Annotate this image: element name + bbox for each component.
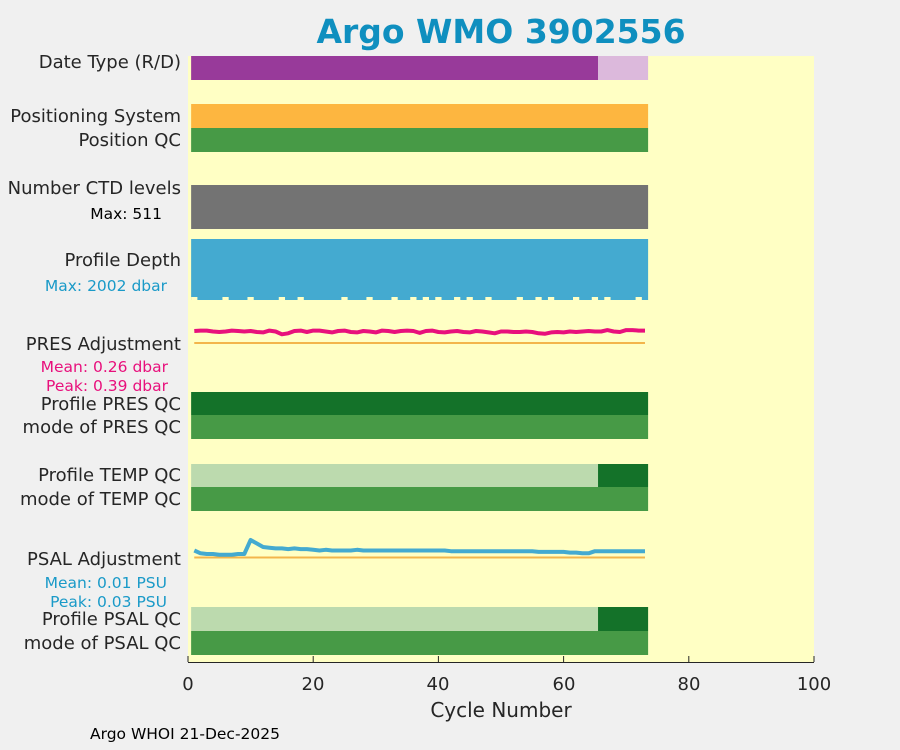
x-tick-label: 40 <box>426 674 450 695</box>
short-profile-gap <box>591 297 599 300</box>
ctd-max-label: Max: 511 <box>90 205 162 223</box>
psal-adjustment-series-line <box>193 538 645 557</box>
bar-mode-of-pres-qc <box>191 415 649 439</box>
x-tick-label: 20 <box>301 674 325 695</box>
plot-area <box>188 56 814 662</box>
footer-credit: Argo WHOI 21-Dec-2025 <box>90 725 280 743</box>
psal-peak-label: Peak: 0.03 PSU <box>50 593 167 611</box>
short-profile-gap <box>454 297 461 300</box>
pres-adjustment-series-line <box>194 328 645 337</box>
row-label-profile-temp-qc: Profile TEMP QC <box>38 465 181 486</box>
short-profile-gap <box>391 297 398 300</box>
short-profile-gap <box>485 297 492 300</box>
short-profile-gap <box>422 297 430 300</box>
short-profile-gap <box>466 297 473 300</box>
short-profile-gap <box>410 297 417 300</box>
short-profile-gap <box>535 297 542 300</box>
bar-positioning-system <box>191 104 649 128</box>
bar-position-qc <box>191 128 649 152</box>
x-axis-label: Cycle Number <box>430 698 572 722</box>
x-tick-label: 60 <box>552 674 576 695</box>
row-label-mode-temp-qc: mode of TEMP QC <box>19 489 181 510</box>
bar-number-ctd-levels <box>191 185 649 229</box>
short-profile-gap <box>635 297 642 300</box>
chart-title: Argo WMO 3902556 <box>316 12 686 51</box>
short-profile-gap <box>222 297 229 300</box>
short-profile-gap <box>604 297 611 300</box>
depth-max-label: Max: 2002 dbar <box>44 277 167 295</box>
bar-mode-of-temp-qc <box>191 487 649 511</box>
short-profile-gap <box>435 297 442 300</box>
row-label-number-ctd-levels: Number CTD levels <box>7 178 181 199</box>
bar-profile-psal-qc <box>191 607 599 631</box>
bar-profile-depth <box>191 239 649 300</box>
bar-date-type-r-d <box>191 56 599 80</box>
pres-peak-label: Peak: 0.39 dbar <box>46 377 168 395</box>
x-tick-label: 80 <box>677 674 701 695</box>
row-label-date-type: Date Type (R/D) <box>38 52 181 73</box>
row-label-mode-pres-qc: mode of PRES QC <box>22 417 181 438</box>
bar-profile-temp-qc <box>598 464 649 487</box>
short-profile-gap <box>191 297 198 300</box>
bar-date-type-r-d <box>598 56 649 80</box>
row-label-profile-psal-qc: Profile PSAL QC <box>41 609 181 630</box>
row-label-profile-pres-qc: Profile PRES QC <box>40 394 181 415</box>
x-tick-label: 100 <box>796 674 832 695</box>
short-profile-gap <box>247 297 254 300</box>
row-label-psal-adjustment: PSAL Adjustment <box>26 549 181 570</box>
psal-mean-label: Mean: 0.01 PSU <box>44 574 167 592</box>
bar-profile-psal-qc <box>598 607 649 631</box>
row-label-pres-adjustment: PRES Adjustment <box>25 334 181 355</box>
short-profile-gap <box>547 297 555 300</box>
short-profile-gap <box>297 297 304 300</box>
short-profile-gap <box>366 297 373 300</box>
pres-mean-label: Mean: 0.26 dbar <box>40 358 168 376</box>
row-label-profile-depth: Profile Depth <box>64 250 181 271</box>
row-label-mode-psal-qc: mode of PSAL QC <box>23 633 181 654</box>
bar-profile-pres-qc <box>191 392 649 415</box>
row-label-position-qc: Position QC <box>78 130 181 151</box>
row-label-positioning-system: Positioning System <box>10 106 181 127</box>
short-profile-gap <box>516 297 523 300</box>
short-profile-gap <box>278 297 286 300</box>
short-profile-gap <box>572 297 580 300</box>
x-tick-label: 0 <box>182 674 194 695</box>
bar-profile-temp-qc <box>191 464 599 487</box>
short-profile-gap <box>341 297 348 300</box>
bar-mode-of-psal-qc <box>191 631 649 655</box>
